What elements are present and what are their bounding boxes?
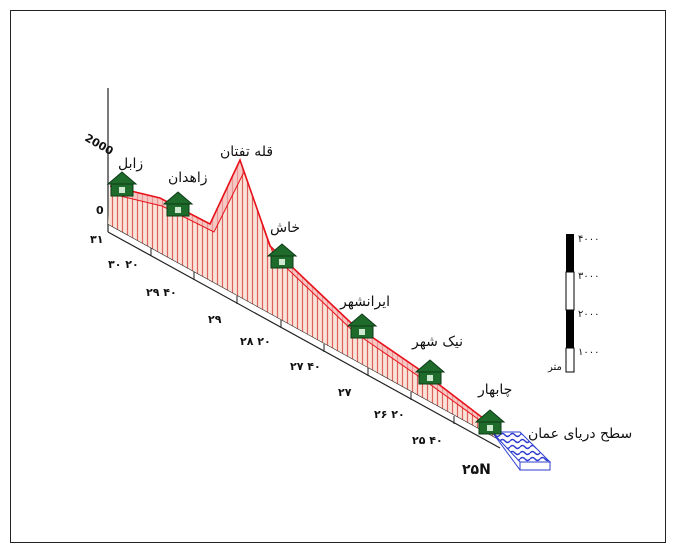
elevation-zero-label: 0 <box>96 204 104 217</box>
town-house-icon-iranshahr <box>346 313 378 339</box>
town-house-icon-chabahar <box>474 409 506 435</box>
label-khash: خاش <box>270 220 300 236</box>
town-house-icon-zahedan <box>162 191 194 217</box>
scale-label-4000: ۴۰۰۰ <box>578 234 599 245</box>
label-zahedan: زاهدان <box>168 170 208 186</box>
lat-tick-6: ۲۷ ۴۰ <box>290 360 321 373</box>
lat-tick-5: ۲۸ ۲۰ <box>240 335 271 348</box>
label-chabahar: چابهار <box>477 382 512 398</box>
lat-tick-1: ۳۱ <box>90 233 103 246</box>
lat-tick-10: ۲۵N <box>462 462 491 478</box>
lat-tick-9: ۲۵ ۴۰ <box>412 434 443 447</box>
scale-label-unit: متر <box>547 362 562 373</box>
label-iranshahr: ایرانشهر <box>339 294 390 310</box>
lat-tick-8: ۲۶ ۲۰ <box>374 408 405 421</box>
elevation-top-label: 2000 <box>83 131 116 158</box>
scale-label-2000: ۲۰۰۰ <box>578 309 599 320</box>
scale-bar: ۴۰۰۰ ۳۰۰۰ ۲۰۰۰ ۱۰۰۰ متر <box>547 234 599 373</box>
scale-label-3000: ۳۰۰۰ <box>578 271 599 282</box>
town-house-icon-nikshahr <box>414 359 446 385</box>
diagram-frame <box>10 10 666 543</box>
profile-area <box>108 160 500 440</box>
label-zabol: زابل <box>118 156 143 172</box>
label-sea: سطح دریای عمان <box>528 426 632 442</box>
lat-tick-4: ۲۹ <box>208 313 222 326</box>
lat-tick-2: ۳۰ ۲۰ <box>108 258 139 271</box>
lat-tick-3: ۲۹ ۴۰ <box>146 286 177 299</box>
town-house-icon-khash <box>266 243 298 269</box>
lat-tick-7: ۲۷ <box>338 386 352 399</box>
baseline-back <box>107 231 501 449</box>
town-house-icon-zabol <box>106 171 138 197</box>
label-nikshahr: نیک شهر <box>411 334 463 350</box>
label-taftan: قله تفتان <box>220 144 273 160</box>
scale-label-1000: ۱۰۰۰ <box>578 347 599 358</box>
